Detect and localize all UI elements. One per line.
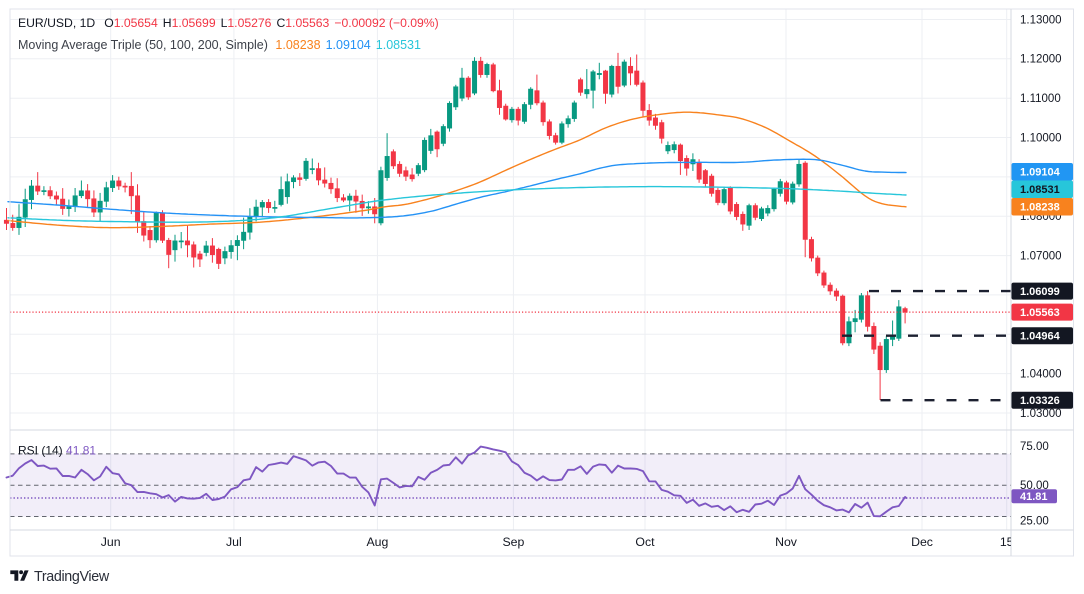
svg-text:Oct: Oct [635,535,655,549]
svg-text:1.03326: 1.03326 [1020,395,1060,407]
svg-text:1.10000: 1.10000 [1020,132,1062,144]
svg-text:1.11000: 1.11000 [1020,93,1061,105]
svg-text:Moving Average Triple (50, 100: Moving Average Triple (50, 100, 200, Sim… [18,38,421,52]
svg-text:1.03000: 1.03000 [1020,408,1062,420]
svg-text:Dec: Dec [911,535,933,549]
svg-text:1.13000: 1.13000 [1020,14,1062,26]
svg-text:1.12000: 1.12000 [1020,54,1062,66]
svg-text:Nov: Nov [775,535,798,549]
svg-text:1.04964: 1.04964 [1020,331,1061,343]
svg-text:1.09104: 1.09104 [1020,167,1061,179]
svg-text:1.08531: 1.08531 [1020,184,1060,196]
svg-text:Aug: Aug [366,535,388,549]
svg-text:TradingView: TradingView [34,569,110,585]
svg-text:Sep: Sep [502,535,524,549]
svg-text:1.07000: 1.07000 [1020,250,1062,262]
svg-text:1.05563: 1.05563 [1020,307,1060,319]
svg-text:50.00: 50.00 [1020,480,1049,492]
svg-text:RSI (14) 41.81: RSI (14) 41.81 [18,444,96,458]
svg-text:15: 15 [1000,535,1014,549]
svg-text:1.08238: 1.08238 [1020,202,1060,214]
svg-text:Jul: Jul [226,535,242,549]
svg-text:1.04000: 1.04000 [1020,368,1062,380]
svg-text:41.81: 41.81 [1020,491,1048,503]
svg-text:25.00: 25.00 [1020,516,1049,528]
svg-text:Jun: Jun [101,535,121,549]
svg-text:1.06099: 1.06099 [1020,286,1060,298]
svg-text:75.00: 75.00 [1020,441,1049,453]
